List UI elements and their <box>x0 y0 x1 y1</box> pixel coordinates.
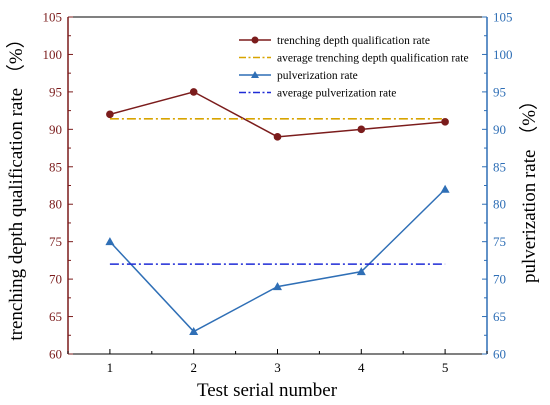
trenching-depth-qualification-rate-point <box>189 88 198 96</box>
right-y-tick-label: 100 <box>493 47 513 62</box>
left-y-axis-title: trenching depth qualification rate （%） <box>5 29 27 340</box>
left-y-tick-label: 75 <box>49 234 62 249</box>
left-y-tick-label: 80 <box>49 197 62 212</box>
left-y-tick-label: 90 <box>49 122 62 137</box>
right-y-tick-label: 65 <box>493 309 506 324</box>
legend-label-average-trenching-depth-qualification-rate: average trenching depth qualification ra… <box>277 53 469 65</box>
legend-label-trenching-depth-qualification-rate: trenching depth qualification rate <box>277 35 430 47</box>
legend-marker-trenching-depth-qualification-rate <box>251 36 259 44</box>
left-y-tick-label: 105 <box>43 10 63 25</box>
legend-label-pulverization-rate: pulverization rate <box>277 70 358 82</box>
pulverization-rate-point <box>189 327 199 336</box>
pulverization-rate-point <box>440 184 450 193</box>
right-y-tick-label: 95 <box>493 84 506 99</box>
pulverization-rate-line <box>109 188 446 333</box>
left-y-tick-label: 85 <box>49 159 62 174</box>
x-tick-label: 2 <box>190 360 197 375</box>
trenching-depth-qualification-rate-point <box>106 110 114 119</box>
left-y-tick-label: 95 <box>49 84 62 99</box>
right-y-tick-label: 80 <box>493 197 506 212</box>
legend: trenching depth qualification rate averag… <box>239 35 469 100</box>
pulverization-rate-point <box>105 237 115 246</box>
x-axis-title: Test serial number <box>197 380 338 401</box>
legend-label-average-pulverization-rate: average pulverization rate <box>277 88 396 100</box>
left-y-tick-label: 65 <box>49 309 62 324</box>
axes: 1 2 3 4 5 60 60 65 65 70 70 75 75 80 80 85 85 90 90 95 95 100… <box>43 10 513 376</box>
left-y-tick-label: 60 <box>49 347 62 362</box>
trenching-depth-qualification-rate-point <box>441 118 449 126</box>
right-y-tick-label: 70 <box>493 272 506 287</box>
trenching-depth-qualification-rate-point <box>357 125 366 134</box>
x-tick-label: 1 <box>107 360 114 375</box>
right-y-tick-label: 75 <box>493 234 506 249</box>
plot-area <box>105 88 450 336</box>
right-y-tick-label: 85 <box>493 159 506 174</box>
legend-marker-pulverization-rate <box>251 71 259 78</box>
right-y-axis-title: pulverization rate （%） <box>518 91 540 283</box>
right-y-tick-label: 105 <box>493 10 513 25</box>
pulverization-rate-point <box>356 267 366 276</box>
left-y-tick-label: 70 <box>49 272 62 287</box>
x-tick-label: 3 <box>274 360 281 375</box>
right-y-tick-label: 90 <box>493 122 506 137</box>
right-y-tick-label: 60 <box>493 347 506 362</box>
x-tick-label: 4 <box>358 360 365 375</box>
x-tick-label: 5 <box>442 360 449 375</box>
pulverization-rate-point <box>273 282 282 291</box>
trenching-depth-qualification-rate-point <box>273 133 282 141</box>
left-y-tick-label: 100 <box>43 47 63 62</box>
